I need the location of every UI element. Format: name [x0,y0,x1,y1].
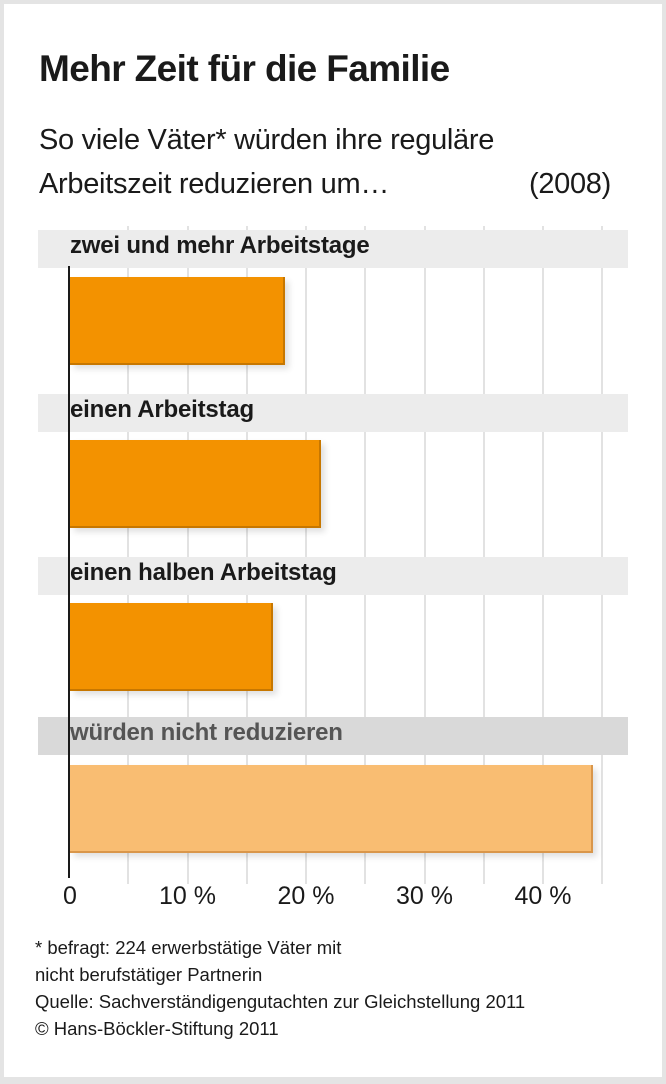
chart-subtitle: So viele Väter* würden ihre reguläre Arb… [39,118,619,206]
footnote-source: Quelle: Sachverständigengutachten zur Gl… [35,991,526,1012]
gridline [245,226,248,884]
gridline [482,226,485,884]
gridline [364,226,367,884]
category-label: zwei und mehr Arbeitstage [70,232,370,259]
category-band: einen Arbeitstag [38,394,628,432]
x-tick-label: 30 % [396,882,453,910]
gridline [601,226,604,884]
bar-4 [70,765,594,853]
chart-card: Mehr Zeit für die Familie So viele Väter… [4,4,662,1077]
bar-chart-plot: zwei und mehr Arbeitstage einen Arbeitsta… [4,4,662,1077]
subtitle-line-2: Arbeitszeit reduzieren um… (2008) [39,162,619,206]
chart-title: Mehr Zeit für die Familie [39,48,450,89]
subtitle-line-1: So viele Väter* würden ihre reguläre [39,124,495,156]
bar-1 [70,277,286,365]
gridline [423,226,426,884]
category-label: einen halben Arbeitstag [70,559,337,586]
x-tick-label: 20 % [277,882,335,910]
category-label: würden nicht reduzieren [70,719,343,746]
category-band: einen halben Arbeitstag [38,557,628,595]
bar-2 [70,440,321,528]
category-label: einen Arbeitstag [70,396,254,423]
subtitle-line-2-text: Arbeitszeit reduzieren um… [39,168,390,200]
gridline [542,226,544,884]
bar-3 [70,603,274,691]
footnote-survey-line-1: * befragt: 224 erwerbstätige Väter mit [35,937,342,958]
gridline [305,226,307,884]
x-tick-label: 10 % [159,882,216,910]
footnotes: * befragt: 224 erwerbstätige Väter mit n… [35,934,525,1042]
subtitle-year: (2008) [528,168,611,200]
x-tick-label: 0 [63,882,77,910]
gridline [186,226,189,884]
footnote-copyright: © Hans-Böckler-Stiftung 2011 [35,1018,279,1039]
footnote-survey-line-2: nicht berufstätiger Partnerin [35,964,263,985]
gridline [127,226,130,884]
category-band: würden nicht reduzieren [38,717,628,755]
category-band: zwei und mehr Arbeitstage [38,230,628,268]
x-tick-label: 40 % [514,882,572,910]
y-axis-line [68,266,70,878]
